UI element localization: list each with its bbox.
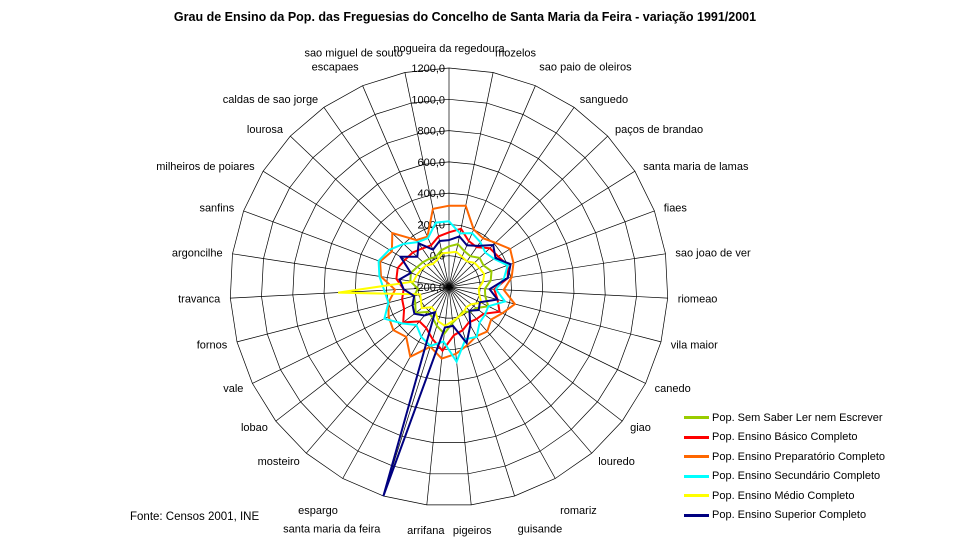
series-line-2	[379, 204, 517, 360]
radial-tick-label: 400,0	[417, 188, 445, 200]
axis-spoke	[448, 286, 556, 479]
legend: Pop. Sem Saber Ler nem Escrever Pop. Ens…	[684, 408, 885, 525]
source-note: Fonte: Censos 2001, INE	[130, 511, 260, 523]
grid-ring	[323, 161, 575, 412]
category-label: travanca	[178, 294, 221, 306]
legend-item: Pop. Ensino Preparatório Completo	[684, 447, 885, 467]
chart-title: Grau de Ensino da Pop. das Freguesias do…	[173, 10, 757, 24]
category-label: espargo	[298, 505, 338, 517]
axis-spoke	[342, 286, 450, 479]
axis-spoke	[448, 253, 666, 288]
legend-swatch-line	[684, 455, 709, 459]
legend-swatch-line	[684, 435, 709, 439]
axis-spoke	[448, 286, 472, 505]
axis-spoke	[448, 286, 668, 299]
axis-spoke	[448, 286, 623, 422]
category-label: louredo	[598, 456, 635, 468]
legend-item: Pop. Ensino Secundário Completo	[684, 467, 885, 487]
category-label: caldas de sao jorge	[223, 94, 318, 106]
category-label: riomeao	[678, 294, 718, 306]
series-line-4	[337, 250, 486, 328]
category-label: santa maria da feira	[283, 524, 381, 536]
axis-spoke	[323, 107, 450, 288]
radial-tick-label: 1000,0	[411, 94, 445, 106]
radial-tick-label: 1200,0	[411, 63, 445, 75]
axis-spoke	[448, 286, 592, 454]
series-line-3	[377, 220, 509, 364]
radial-tick-label: 600,0	[417, 157, 445, 169]
legend-label: Pop. Ensino Preparatório Completo	[712, 450, 886, 463]
category-label: lourosa	[247, 124, 284, 136]
axis-spoke	[243, 210, 450, 288]
axis-spoke	[448, 85, 536, 288]
legend-swatch-line	[684, 494, 709, 498]
series-line-5	[382, 235, 512, 497]
axis-spoke	[448, 107, 575, 288]
axis-spoke	[448, 135, 608, 288]
legend-swatch-line	[684, 513, 709, 517]
legend-item: Pop. Ensino Básico Completo	[684, 428, 885, 448]
legend-item: Pop. Sem Saber Ler nem Escrever	[684, 408, 885, 428]
legend-swatch-line	[684, 474, 709, 478]
axis-spoke	[362, 85, 450, 288]
category-label: vale	[223, 383, 243, 395]
category-label: mozelos	[495, 48, 536, 60]
category-label: guisande	[518, 524, 563, 536]
grid-ring	[417, 255, 481, 319]
category-label: santa maria de lamas	[643, 161, 749, 173]
category-label: sao joao de ver	[675, 247, 751, 259]
grid-ring	[261, 98, 637, 475]
axis-spoke	[448, 286, 515, 497]
category-label: romariz	[560, 505, 597, 517]
category-label: milheiros de poiares	[156, 161, 255, 173]
axis-spoke	[448, 210, 655, 288]
legend-label: Pop. Ensino Superior Completo	[712, 509, 867, 522]
axis-spoke	[448, 170, 636, 288]
category-label: sao miguel de souto	[304, 48, 402, 60]
legend-item: Pop. Ensino Superior Completo	[684, 506, 885, 526]
legend-label: Pop. Ensino Secundário Completo	[712, 470, 881, 483]
category-label: fornos	[197, 339, 228, 351]
axis-spoke	[275, 286, 450, 422]
radial-tick-label: 800,0	[417, 126, 445, 138]
category-label: giao	[630, 422, 651, 434]
category-label: arrifana	[407, 525, 445, 537]
category-label: argoncilhe	[172, 247, 223, 259]
axis-spoke	[232, 253, 450, 288]
category-label: lobao	[241, 422, 268, 434]
legend-label: Pop. Sem Saber Ler nem Escrever	[712, 411, 883, 424]
category-label: canedo	[655, 383, 691, 395]
legend-label: Pop. Ensino Básico Completo	[712, 431, 858, 444]
category-label: sanguedo	[580, 94, 628, 106]
legend-label: Pop. Ensino Médio Completo	[712, 489, 855, 502]
category-label: sao paio de oleiros	[539, 62, 632, 74]
axis-spoke	[262, 170, 450, 288]
grid-ring	[229, 67, 669, 506]
legend-swatch-line	[684, 416, 709, 420]
category-label: nogueira da regedoura	[393, 43, 505, 55]
grid-ring	[354, 192, 544, 381]
series-line-0	[409, 242, 493, 336]
category-label: escapaes	[312, 62, 360, 74]
category-label: sanfins	[199, 203, 234, 215]
category-label: paços de brandao	[615, 124, 703, 136]
axis-spoke	[426, 286, 450, 505]
category-label: fiaes	[664, 203, 688, 215]
category-label: pigeiros	[453, 525, 492, 537]
category-label: mosteiro	[258, 456, 300, 468]
category-label: vila maior	[671, 339, 718, 351]
grid-ring	[292, 130, 606, 443]
legend-item: Pop. Ensino Médio Completo	[684, 486, 885, 506]
